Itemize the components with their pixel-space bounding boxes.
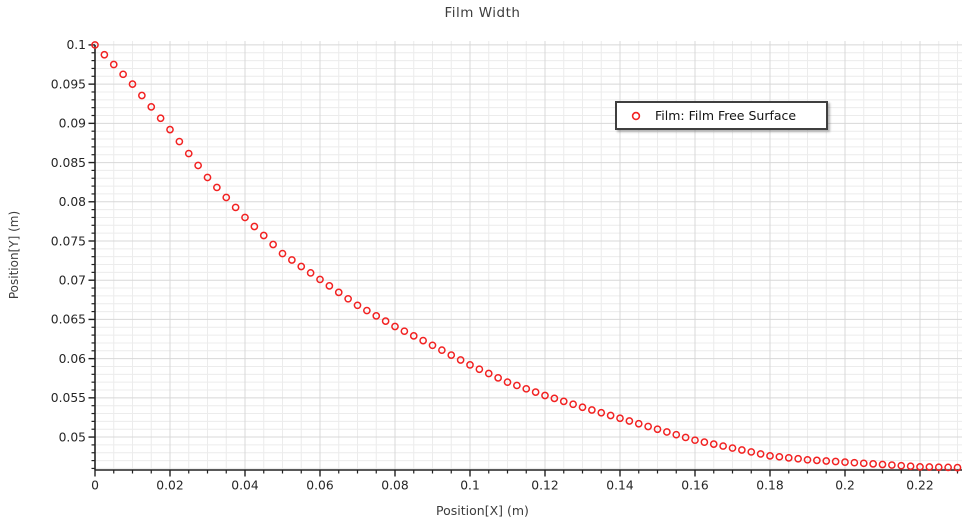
tick-labels: 0 0.02 0.04 0.06 0.08 0.1 0.12 0.14 0.16 0.18 0.2 0… — [51, 38, 934, 492]
svg-text:0.08: 0.08 — [59, 195, 86, 209]
svg-text:0.075: 0.075 — [51, 234, 86, 248]
svg-text:0.02: 0.02 — [156, 479, 183, 493]
svg-text:0.14: 0.14 — [606, 479, 634, 493]
svg-text:0.2: 0.2 — [835, 479, 855, 493]
svg-text:0.05: 0.05 — [59, 430, 86, 444]
svg-text:0.07: 0.07 — [59, 274, 86, 288]
svg-text:0.1: 0.1 — [66, 38, 86, 52]
y-axis-label: Position[Y] (m) — [7, 210, 21, 300]
open-circle-icon — [631, 111, 641, 120]
svg-text:0.095: 0.095 — [51, 77, 86, 91]
svg-text:0.085: 0.085 — [51, 156, 86, 170]
svg-text:0.08: 0.08 — [381, 479, 408, 493]
chart-title: Film Width — [444, 5, 521, 21]
legend-label: Film: Film Free Surface — [655, 108, 797, 123]
svg-text:0.22: 0.22 — [906, 479, 933, 493]
svg-text:0.065: 0.065 — [51, 313, 86, 327]
svg-text:0.06: 0.06 — [59, 352, 87, 366]
axes — [94, 45, 962, 471]
svg-text:0.12: 0.12 — [531, 479, 558, 493]
series-film-film-free-surface — [91, 41, 962, 472]
x-axis-label: Position[X] (m) — [436, 503, 529, 518]
legend-series-marker-icon — [631, 111, 641, 120]
svg-text:0.18: 0.18 — [756, 479, 783, 493]
svg-text:0.055: 0.055 — [51, 391, 86, 405]
grid — [94, 41, 962, 470]
legend[interactable]: Film: Film Free Surface — [615, 101, 828, 130]
ticks — [88, 44, 959, 477]
svg-text:0.09: 0.09 — [59, 117, 86, 131]
svg-text:0.16: 0.16 — [681, 479, 709, 493]
svg-text:0.06: 0.06 — [306, 479, 334, 493]
svg-text:0.1: 0.1 — [460, 479, 480, 493]
svg-text:0.04: 0.04 — [231, 479, 259, 493]
svg-text:0: 0 — [91, 479, 99, 493]
